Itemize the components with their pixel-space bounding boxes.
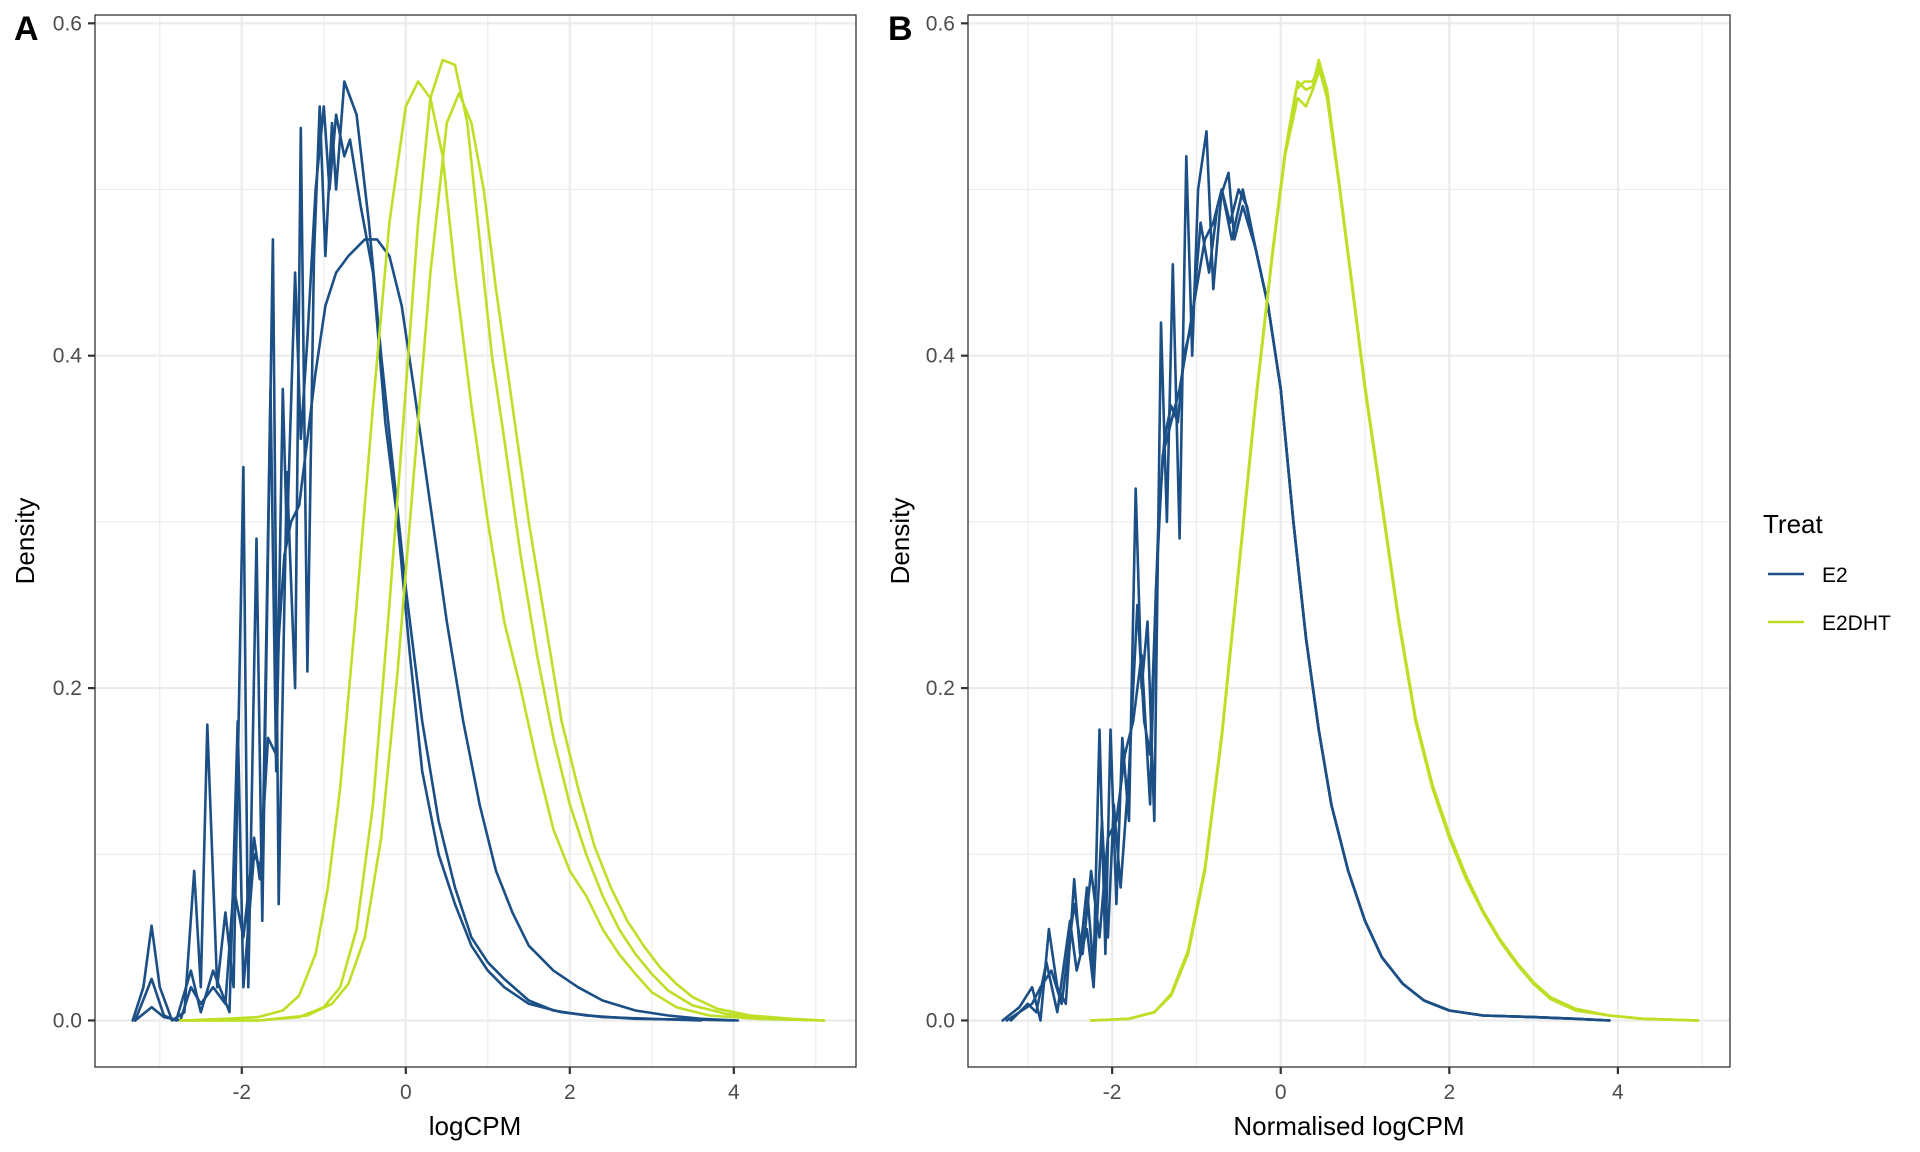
legend-item-e2: E2 — [1768, 564, 1848, 587]
y-tick-label: 0.2 — [53, 677, 82, 700]
x-tick-label: 0 — [1275, 1081, 1287, 1104]
density-curve-e2dht-3 — [1089, 58, 1700, 1022]
density-curve-e2dht-5 — [1089, 63, 1700, 1022]
panel-b: -2 0 2 4 0.0 0.2 0.4 0.6 B Normalised logCPM De… — [885, 10, 1731, 1141]
panel-b-x-axis-title: Normalised logCPM — [1233, 1111, 1464, 1141]
legend-label-e2dht: E2DHT — [1822, 612, 1891, 635]
panel-b-grid — [968, 15, 1730, 1067]
x-tick-label: -2 — [1103, 1081, 1122, 1104]
y-tick-label: 0.0 — [926, 1009, 955, 1032]
density-curve-e2dht-4 — [179, 58, 826, 1022]
panel-a-border — [94, 14, 857, 1068]
panel-b-y-axis-title: Density — [885, 498, 915, 585]
y-tick-label: 0.4 — [926, 345, 956, 368]
panel-a-y-axis-title: Density — [10, 498, 40, 585]
x-tick-label: 4 — [728, 1081, 740, 1104]
panel-b-ticks: -2 0 2 4 0.0 0.2 0.4 0.6 — [926, 12, 1624, 1104]
legend-label-e2: E2 — [1822, 564, 1848, 587]
y-tick-label: 0.6 — [926, 12, 955, 35]
legend-item-e2dht: E2DHT — [1768, 612, 1891, 635]
panel-b-tag: B — [888, 10, 913, 48]
x-tick-label: 2 — [1443, 1081, 1455, 1104]
density-curve-e2-2 — [1005, 188, 1611, 1022]
density-curve-e2-0 — [131, 80, 736, 1022]
density-curve-e2-1 — [1009, 171, 1611, 1022]
density-curve-e2dht-3 — [179, 80, 826, 1022]
x-tick-label: -2 — [232, 1081, 251, 1104]
panel-a-x-axis-title: logCPM — [429, 1111, 521, 1141]
x-tick-label: 4 — [1612, 1081, 1624, 1104]
density-curve-e2dht-5 — [179, 91, 826, 1022]
legend: Treat E2 E2DHT — [1763, 509, 1891, 635]
y-tick-label: 0.4 — [53, 345, 83, 368]
y-tick-label: 0.6 — [53, 12, 82, 35]
panel-b-border — [967, 14, 1731, 1068]
y-tick-label: 0.2 — [926, 677, 955, 700]
panel-a-tag: A — [14, 10, 39, 48]
x-tick-label: 0 — [400, 1081, 412, 1104]
panel-b-curves — [1001, 58, 1700, 1022]
legend-title: Treat — [1763, 509, 1823, 539]
y-tick-label: 0.0 — [53, 1009, 82, 1032]
density-curve-e2-2 — [133, 238, 740, 1022]
panel-a-grid — [95, 15, 856, 1067]
density-curve-e2-1 — [133, 105, 703, 1022]
panel-a-curves — [131, 58, 826, 1022]
panel-a: -2 0 2 4 0.0 0.2 0.4 0.6 A logCPM Density — [10, 10, 857, 1141]
density-curve-e2dht-4 — [1089, 68, 1700, 1022]
panel-a-ticks: -2 0 2 4 0.0 0.2 0.4 0.6 — [53, 12, 740, 1104]
x-tick-label: 2 — [564, 1081, 576, 1104]
